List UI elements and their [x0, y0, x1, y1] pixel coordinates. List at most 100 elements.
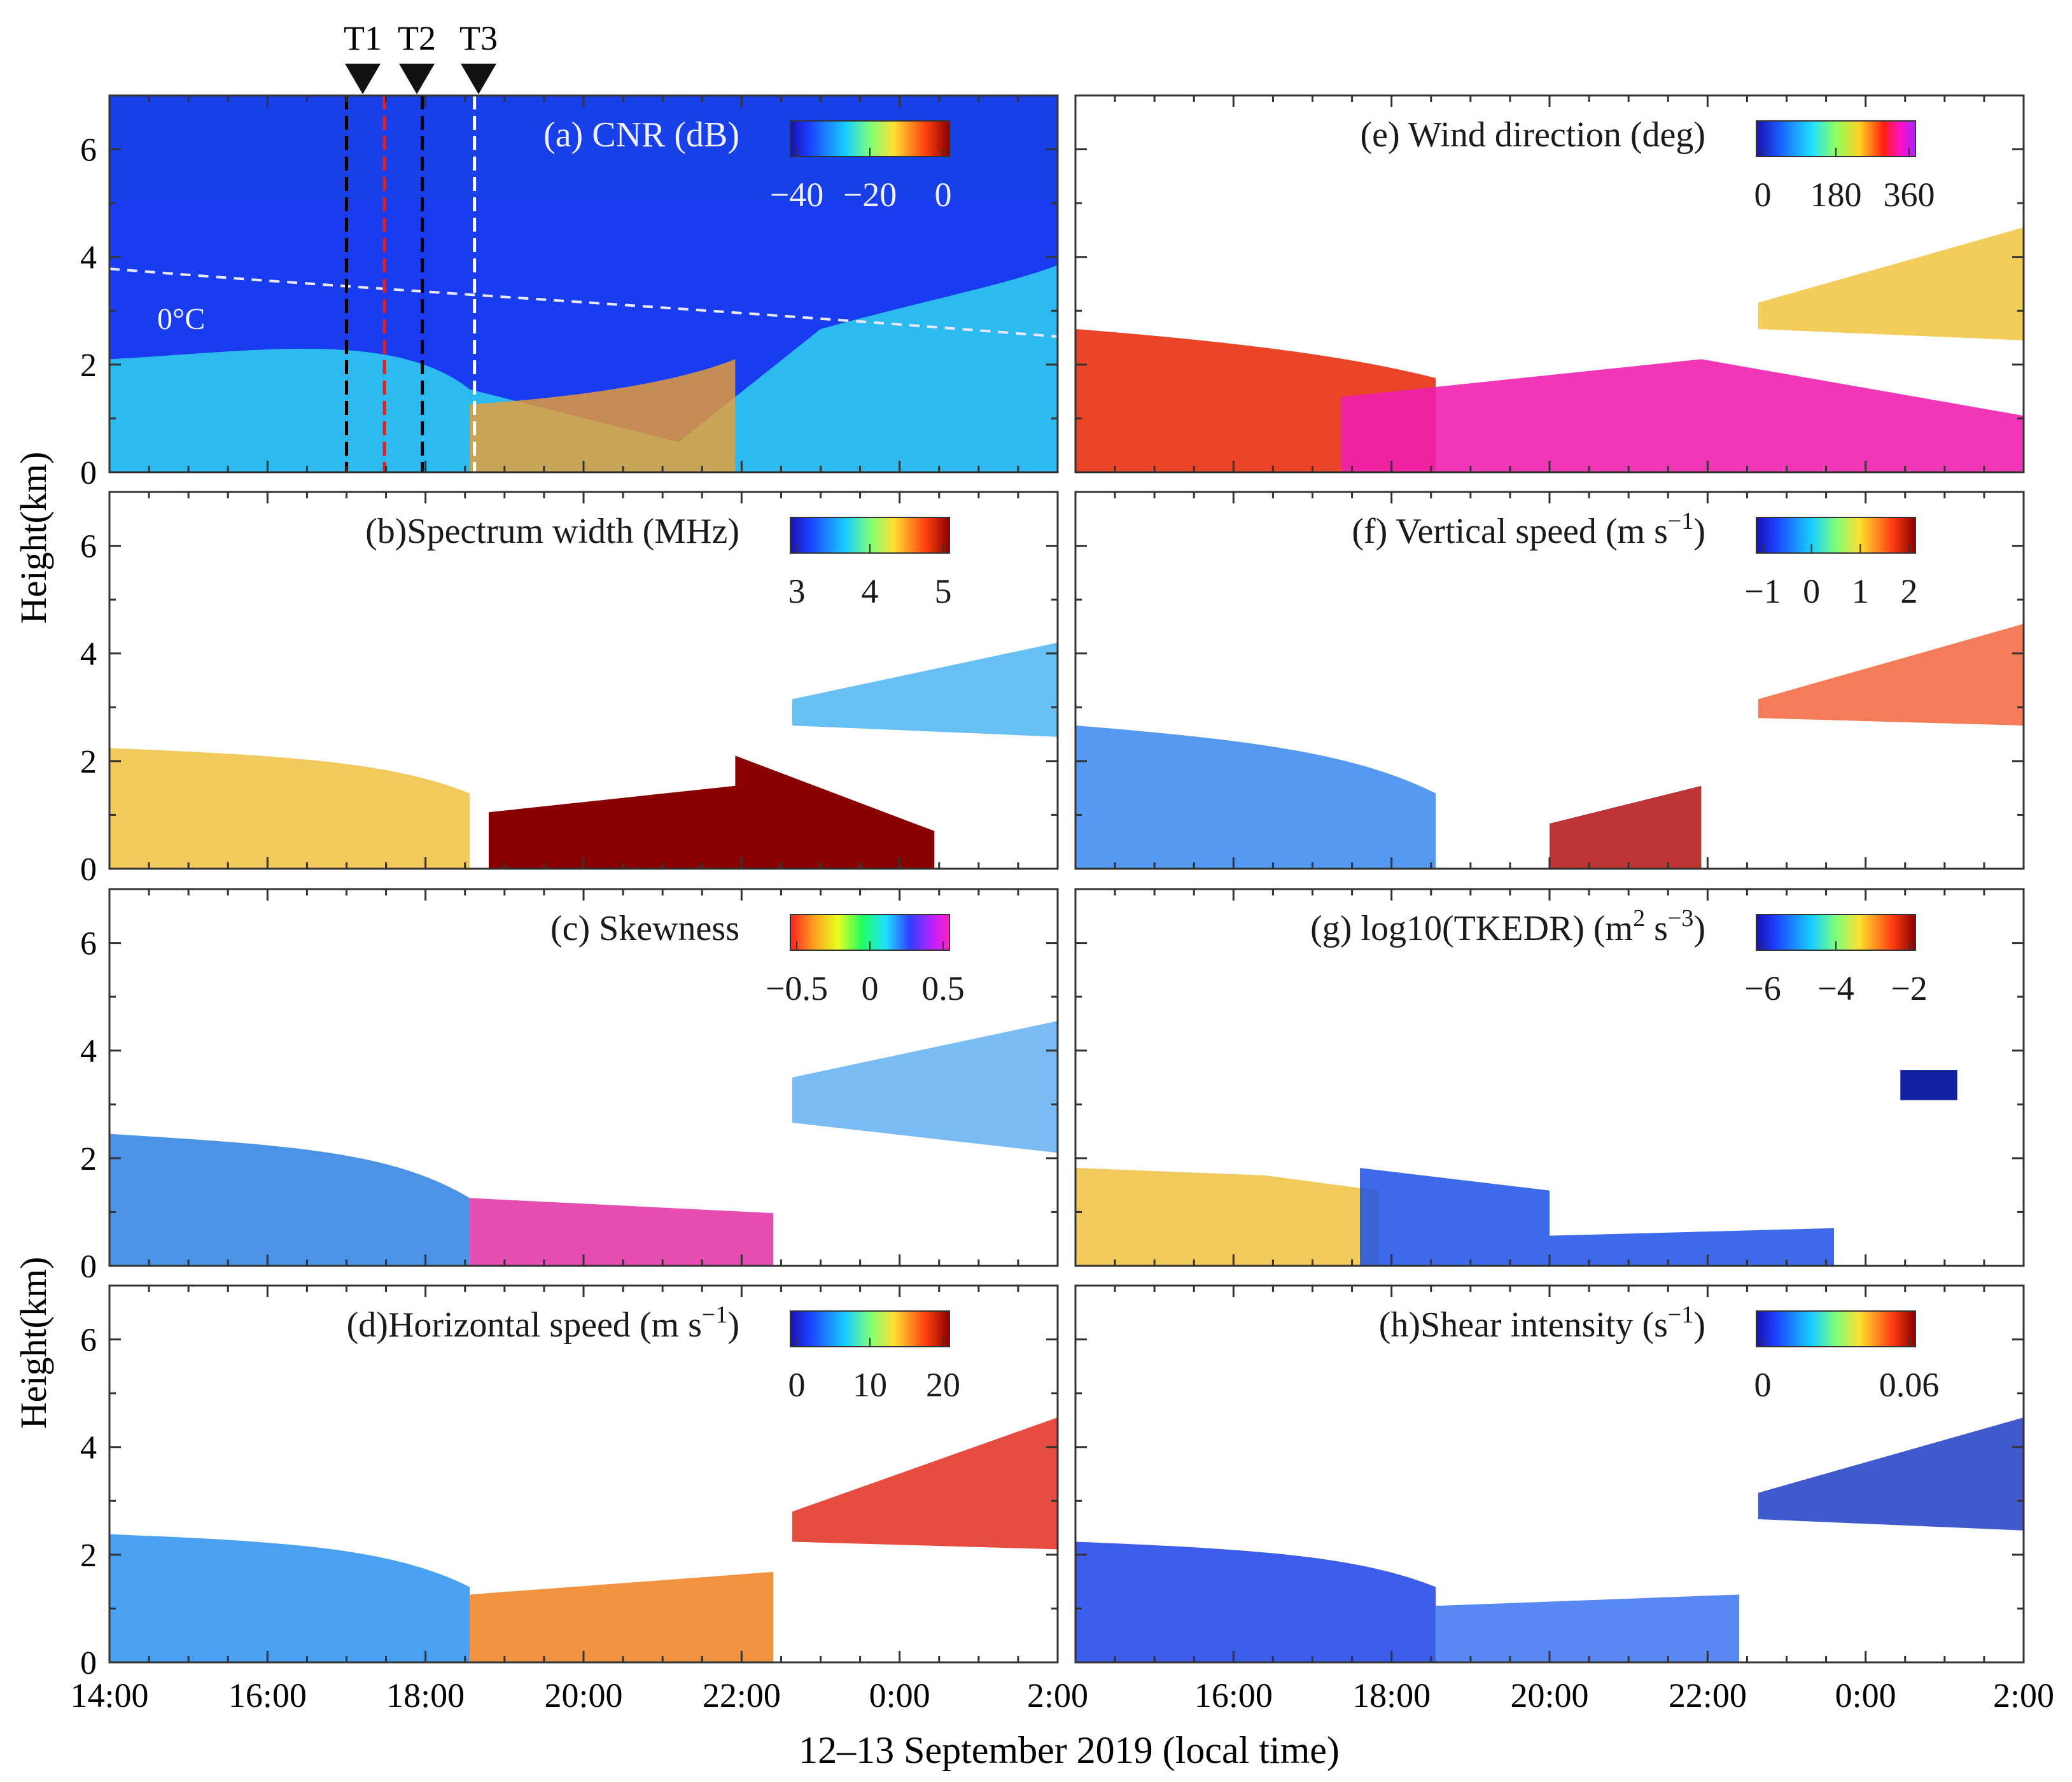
- colorbar-tick-d-1: 10: [853, 1366, 887, 1404]
- wd-magenta-field: [1341, 359, 2024, 472]
- panel-title-f: (f) Vertical speed (m s−1): [1352, 508, 1705, 551]
- colorbar-tick-a-0: −40: [770, 176, 823, 214]
- skew-lower-field: [109, 1133, 470, 1266]
- sw-lower-field: [109, 748, 470, 869]
- isotherm-label: 0°C: [157, 302, 205, 336]
- time-marker-t3: T3: [459, 19, 498, 94]
- colorbar-tick-b-0: 3: [788, 572, 806, 610]
- colorbar-f: [1756, 517, 1916, 554]
- colorbar-tick-g-1: −4: [1817, 969, 1854, 1007]
- panel-title-b: (b)Spectrum width (MHz): [365, 512, 739, 551]
- panel-d-field: [109, 1417, 1058, 1662]
- panel-f: (f) Vertical speed (m s−1) −1 0 1 2: [1074, 491, 2025, 870]
- y-tick-label-b-0: 0: [80, 852, 97, 888]
- hs-upper-field: [792, 1417, 1058, 1550]
- colorbar-tick-h-0: 0: [1754, 1366, 1772, 1404]
- panel-c: 0 2 4 6 (c) Skewness −0.5 0 0.5: [80, 888, 1059, 1285]
- colorbar-e: [1756, 120, 1916, 157]
- y-tick-label-c-4: 4: [80, 1034, 97, 1070]
- colorbar-tick-e-1: 180: [1810, 176, 1862, 214]
- panel-e-field: [1075, 227, 2024, 472]
- colorbar-tick-d-2: 20: [926, 1366, 960, 1404]
- colorbar-tick-f-3: 2: [1901, 572, 1918, 610]
- panel-title-a: (a) CNR (dB): [543, 115, 739, 155]
- colorbar-tick-g-0: −6: [1744, 969, 1781, 1007]
- colorbar-tick-f-1: 0: [1803, 572, 1820, 610]
- tke-upper-patch: [1900, 1070, 1957, 1100]
- y-tick-label-c-0: 0: [80, 1249, 97, 1285]
- colorbar-tick-a-1: −20: [843, 176, 897, 214]
- panel-title-d: (d)Horizontal speed (m s−1): [347, 1301, 739, 1345]
- panel-title-e: (e) Wind direction (deg): [1361, 115, 1706, 155]
- panel-d: 0 2 4 6 14:00 16:00 18:00 20:00 22:00 0:00 2:00 (d)…: [70, 1284, 1088, 1715]
- tke-lower-field: [1075, 1168, 1379, 1266]
- hs-rain-field: [470, 1571, 773, 1662]
- vs-upper-field: [1758, 624, 2024, 726]
- tke-blue-field: [1360, 1168, 1834, 1266]
- vs-rain-field: [1550, 785, 1702, 869]
- panel-c-field: [109, 1021, 1058, 1266]
- shear-lower-field: [1075, 1541, 1436, 1662]
- skew-upper-field: [792, 1021, 1058, 1153]
- x-tick-label-h-1: 16:00: [1194, 1676, 1273, 1715]
- panel-f-field: [1075, 624, 2024, 869]
- shear-upper-field: [1758, 1417, 2024, 1531]
- shear-rain-field: [1436, 1594, 1739, 1662]
- y-tick-label-d-6: 6: [80, 1322, 97, 1359]
- wd-upper-field: [1758, 227, 2024, 340]
- panel-title-g: (g) log10(TKEDR) (m2 s−3): [1310, 905, 1705, 948]
- panel-g-field: [1075, 1070, 1957, 1266]
- colorbar-tick-e-2: 360: [1884, 176, 1935, 214]
- colorbar-tick-d-0: 0: [788, 1366, 806, 1404]
- panel-g: (g) log10(TKEDR) (m2 s−3) −6 −4 −2: [1074, 888, 2025, 1267]
- y-axis-label-bottom: Height(km): [13, 1257, 54, 1429]
- panel-h-field: [1075, 1417, 2024, 1662]
- x-tick-label-h-2: 18:00: [1352, 1676, 1431, 1715]
- hs-lower-field: [109, 1534, 470, 1662]
- marker-label-t1: T1: [344, 19, 382, 57]
- cnr-lower-field: [109, 265, 1058, 472]
- colorbar-tick-c-1: 0: [862, 969, 879, 1007]
- x-tick-label-d-5: 0:00: [869, 1676, 930, 1715]
- colorbar-tick-g-2: −2: [1891, 969, 1927, 1007]
- colorbar-tick-f-0: −1: [1744, 572, 1781, 610]
- x-axis-label: 12–13 September 2019 (local time): [799, 1729, 1340, 1771]
- x-tick-label-h-5: 0:00: [1835, 1676, 1896, 1715]
- y-axis-label-top: Height(km): [13, 452, 54, 624]
- y-tick-label-c-6: 6: [80, 926, 97, 962]
- colorbar-tick-h-1: 0.06: [1879, 1366, 1940, 1404]
- marker-label-t2: T2: [398, 19, 436, 57]
- skew-rain-field: [470, 1198, 773, 1266]
- colorbar-tick-e-0: 0: [1754, 176, 1772, 214]
- x-tick-label-d-3: 20:00: [544, 1676, 622, 1715]
- y-tick-label-b-4: 4: [80, 636, 97, 673]
- y-tick-label-a-0: 0: [80, 455, 97, 491]
- panel-e: (e) Wind direction (deg) 0 180 360: [1074, 94, 2025, 474]
- y-tick-label-a-4: 4: [80, 240, 97, 276]
- colorbar-tick-b-1: 4: [862, 572, 879, 610]
- colorbar-tick-c-0: −0.5: [766, 969, 828, 1007]
- y-tick-label-a-6: 6: [80, 132, 97, 169]
- y-tick-label-d-2: 2: [80, 1538, 97, 1574]
- y-tick-label-d-0: 0: [80, 1645, 97, 1681]
- panel-title-h: (h)Shear intensity (s−1): [1379, 1301, 1705, 1345]
- time-marker-t2: T2: [398, 19, 436, 94]
- marker-label-t3: T3: [459, 19, 498, 57]
- x-tick-label-h-6: 2:00: [1993, 1676, 2054, 1715]
- colorbar-h: [1756, 1310, 1916, 1347]
- time-marker-t1: T1: [344, 19, 382, 94]
- y-tick-label-c-2: 2: [80, 1141, 97, 1177]
- x-tick-label-h-4: 22:00: [1669, 1676, 1747, 1715]
- y-tick-label-a-2: 2: [80, 347, 97, 384]
- y-tick-label-d-4: 4: [80, 1430, 97, 1466]
- colorbar-tick-c-2: 0.5: [921, 969, 965, 1007]
- y-tick-label-b-6: 6: [80, 529, 97, 565]
- sw-upper-field: [792, 642, 1058, 737]
- panel-h: 16:00 18:00 20:00 22:00 0:00 2:00 (h)Shear int…: [1074, 1284, 2054, 1715]
- panel-a: 0°C 0 2 4 6 (a) CNR (dB) −40 −20 0: [80, 94, 1059, 491]
- isotherm-line: [109, 267, 1058, 338]
- x-tick-label-d-6: 2:00: [1027, 1676, 1088, 1715]
- vs-lower-field: [1075, 726, 1436, 869]
